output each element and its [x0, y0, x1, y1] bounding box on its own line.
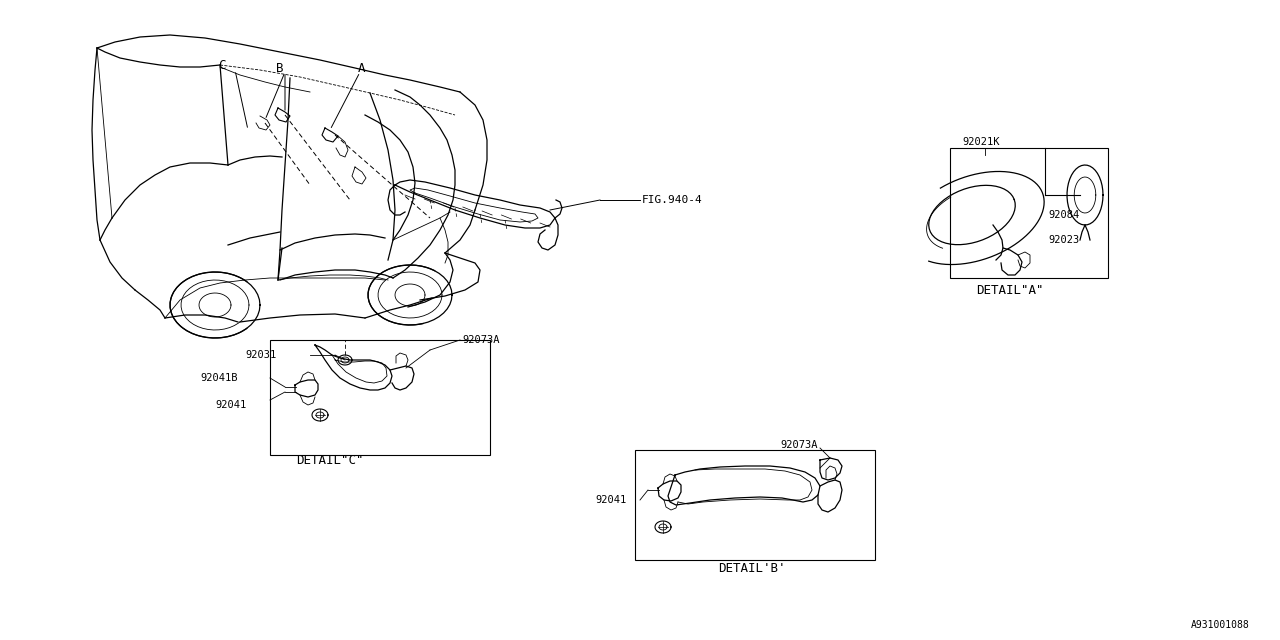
Text: A931001088: A931001088 [1192, 620, 1251, 630]
Text: 92031: 92031 [244, 350, 276, 360]
Text: 92073A: 92073A [462, 335, 499, 345]
Text: 92084: 92084 [1048, 210, 1079, 220]
Text: DETAIL"C": DETAIL"C" [296, 454, 364, 467]
Bar [270, 340, 490, 455]
Text: 92041B: 92041B [200, 373, 238, 383]
Text: A: A [358, 61, 366, 74]
Text: DETAIL'B': DETAIL'B' [718, 561, 786, 575]
Text: C: C [219, 58, 225, 72]
Text: DETAIL"A": DETAIL"A" [977, 284, 1043, 296]
Text: 92073A: 92073A [780, 440, 818, 450]
Text: 92023: 92023 [1048, 235, 1079, 245]
Bar [950, 148, 1108, 278]
Text: 92041: 92041 [595, 495, 626, 505]
Bar [635, 450, 876, 560]
Text: B: B [276, 61, 284, 74]
Text: 92021K: 92021K [963, 137, 1000, 147]
Text: FIG.940-4: FIG.940-4 [643, 195, 703, 205]
Text: 92041: 92041 [215, 400, 246, 410]
